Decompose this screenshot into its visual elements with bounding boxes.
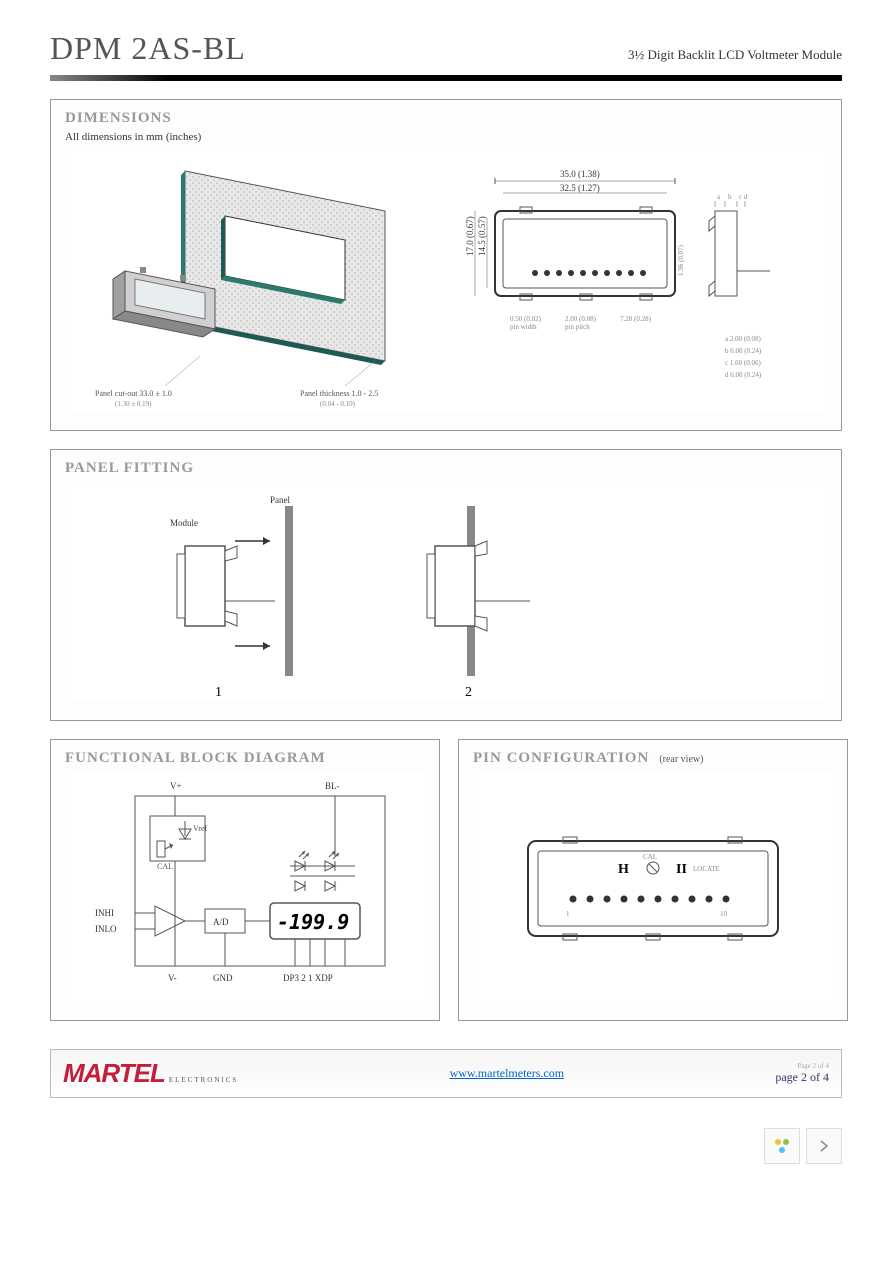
svg-text:pin pitch: pin pitch [565, 323, 590, 331]
panel-fitting-section: PANEL FITTING Panel Module 1 [50, 449, 842, 721]
svg-text:1: 1 [215, 685, 222, 700]
svg-text:32.5 (1.27): 32.5 (1.27) [560, 183, 600, 193]
svg-text:LOCATE: LOCATE [693, 865, 720, 873]
block-diagram-title: FUNCTIONAL BLOCK DIAGRAM [65, 750, 425, 767]
svg-text:Vref: Vref [193, 824, 208, 833]
product-title: DPM 2AS-BL [50, 30, 246, 67]
svg-text:Module: Module [170, 518, 198, 528]
block-diagram: V+ BL- Vref CAL [65, 771, 425, 1001]
svg-text:INHI: INHI [95, 908, 114, 918]
chevron-right-icon [818, 1140, 830, 1152]
svg-text:pin width: pin width [510, 323, 537, 331]
page-footer: MARTEL ELECTRONICS www.martelmeters.com … [50, 1049, 842, 1098]
pin-config-diagram: H II LOCATE CAL 1 10 [473, 771, 833, 1001]
cutout-label: Panel cut-out 33.0 ± 1.0 [95, 389, 172, 398]
page-header: DPM 2AS-BL 3½ Digit Backlit LCD Voltmete… [50, 30, 842, 67]
svg-text:Panel: Panel [270, 495, 290, 505]
svg-text:-199.9: -199.9 [277, 910, 349, 934]
thickness-sub: (0.04 - 0.10) [320, 400, 356, 408]
footer-page: page 2 of 4 [775, 1070, 829, 1085]
svg-text:V-: V- [168, 973, 177, 983]
dimensions-subtitle: All dimensions in mm (inches) [65, 131, 827, 143]
svg-text:II: II [676, 862, 687, 877]
next-page-button[interactable] [806, 1128, 842, 1164]
svg-text:BL-: BL- [325, 781, 340, 791]
svg-text:CAL: CAL [643, 853, 657, 861]
svg-text:a 2.00 (0.08): a 2.00 (0.08) [725, 335, 761, 343]
svg-text:INLO: INLO [95, 924, 117, 934]
header-rule [50, 75, 842, 81]
svg-text:35.0 (1.38): 35.0 (1.38) [560, 169, 600, 179]
share-button[interactable] [764, 1128, 800, 1164]
svg-text:A/D: A/D [213, 917, 229, 927]
svg-text:d 6.00 (0.24): d 6.00 (0.24) [725, 371, 762, 379]
svg-text:a: a [717, 193, 721, 201]
pin-config-annotation: (rear view) [659, 754, 703, 765]
share-icon [772, 1136, 792, 1156]
panel-fitting-title: PANEL FITTING [65, 460, 827, 477]
svg-text:7.20 (0.28): 7.20 (0.28) [620, 315, 652, 323]
svg-text:0.50 (0.02): 0.50 (0.02) [510, 315, 542, 323]
logo-main: MARTEL [63, 1058, 165, 1089]
svg-text:2.00 (0.08): 2.00 (0.08) [565, 315, 597, 323]
svg-text:H: H [618, 862, 629, 877]
svg-text:GND: GND [213, 973, 233, 983]
svg-text:10: 10 [720, 910, 728, 918]
svg-text:V+: V+ [170, 781, 182, 791]
panel-fitting-diagram: Panel Module 1 [65, 481, 825, 701]
bottom-row: FUNCTIONAL BLOCK DIAGRAM V+ BL- Vref CAL [50, 739, 842, 1039]
pin-config-section: PIN CONFIGURATION (rear view) H II LOCAT… [458, 739, 848, 1021]
product-subtitle: 3½ Digit Backlit LCD Voltmeter Module [628, 47, 842, 63]
svg-text:b 6.00 (0.24): b 6.00 (0.24) [725, 347, 762, 355]
dimensions-diagram: Panel cut-out 33.0 ± 1.0 (1.30 ± 0.19) P… [65, 151, 825, 411]
thickness-label: Panel thickness 1.0 - 2.5 [300, 389, 378, 398]
svg-text:DP3 2 1 XDP: DP3 2 1 XDP [283, 973, 333, 983]
logo-sub: ELECTRONICS [169, 1076, 238, 1084]
footer-page-small: Page 2 of 4 [775, 1062, 829, 1070]
svg-text:14.5 (0.57): 14.5 (0.57) [477, 216, 487, 256]
svg-text:CAL: CAL [157, 862, 173, 871]
dimensions-title: DIMENSIONS [65, 110, 827, 127]
svg-text:c d: c d [739, 193, 748, 201]
brand-logo: MARTEL ELECTRONICS [63, 1058, 238, 1089]
pin-config-title: PIN CONFIGURATION [473, 750, 649, 767]
viewer-nav [50, 1128, 842, 1164]
svg-text:17.0 (0.67): 17.0 (0.67) [465, 216, 475, 256]
svg-text:1: 1 [566, 910, 570, 918]
svg-text:b: b [728, 193, 732, 201]
svg-text:c 1.60 (0.06): c 1.60 (0.06) [725, 359, 761, 367]
block-diagram-section: FUNCTIONAL BLOCK DIAGRAM V+ BL- Vref CAL [50, 739, 440, 1021]
svg-text:1.96 (0.07): 1.96 (0.07) [677, 244, 685, 276]
footer-url[interactable]: www.martelmeters.com [450, 1066, 565, 1081]
svg-text:2: 2 [465, 685, 472, 700]
dimensions-section: DIMENSIONS All dimensions in mm (inches) [50, 99, 842, 431]
cutout-sub: (1.30 ± 0.19) [115, 400, 152, 408]
